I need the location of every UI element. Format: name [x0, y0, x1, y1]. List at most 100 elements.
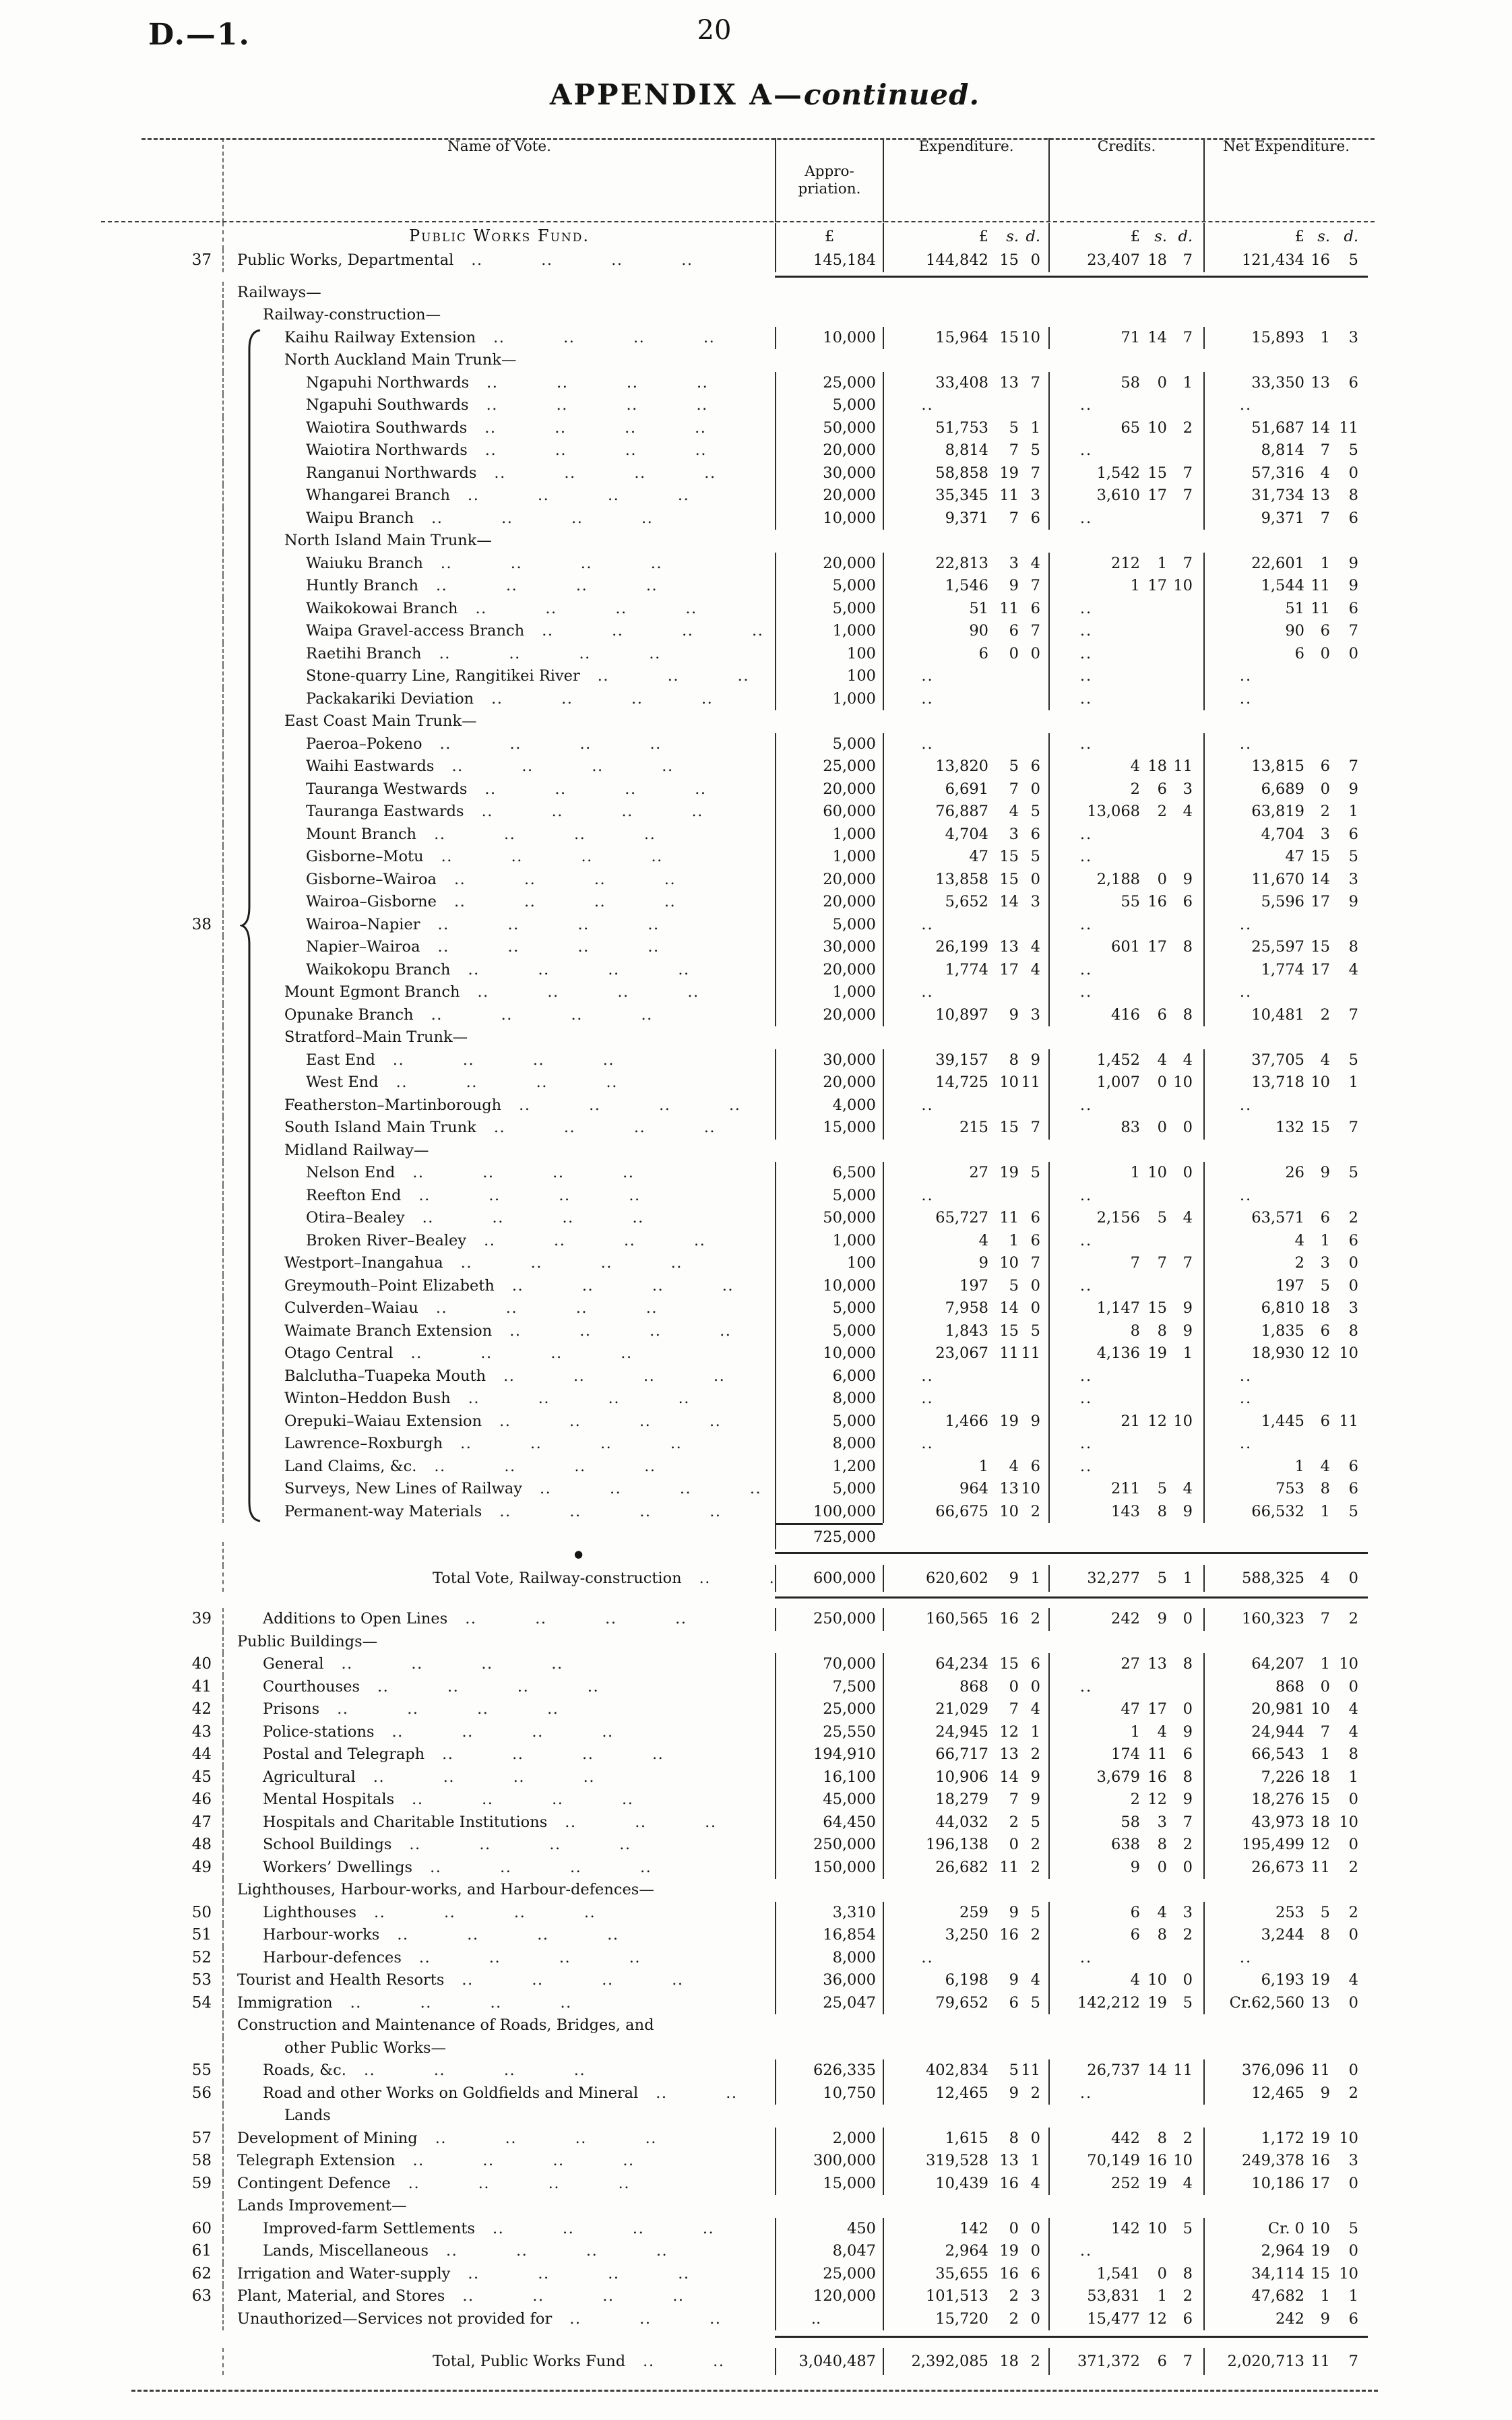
shillings: 14 [999, 1768, 1019, 1786]
vote-name: Postal and Telegraph [263, 1745, 425, 1763]
cell-appropriation: 20,000 [775, 485, 883, 507]
pounds: 1,452 [1096, 1051, 1140, 1069]
vote-name-cell: Surveys, New Lines of Railway .. .. .. .… [222, 1478, 775, 1501]
shillings: 12 [1311, 1836, 1330, 1853]
dot-leaders: .. .. .. .. [410, 1344, 633, 1362]
vote-name: Greymouth–Point Elizabeth [284, 1276, 495, 1295]
shillings: s. [1006, 228, 1019, 245]
pounds: .. [1239, 1435, 1253, 1452]
pence: 8 [1183, 1005, 1193, 1024]
dot-leaders: .. .. .. .. [499, 1502, 722, 1520]
shillings: 6 [1320, 1209, 1330, 1227]
cell-appropriation: 450 [775, 2217, 883, 2240]
vote-name-cell: Balclutha–Tuapeka Mouth .. .. .. .. [222, 1365, 775, 1388]
cell-credits: .. [1048, 1184, 1203, 1207]
header-net-expenditure: Net Expenditure. [1203, 138, 1368, 222]
table-row: 44 Postal and Telegraph .. .. .. .. 194,… [155, 1743, 1371, 1766]
shillings: 6 [1157, 1005, 1167, 1024]
pounds: 58 [1121, 373, 1140, 392]
cell-credits: .. [1048, 1365, 1203, 1388]
cell-credits: 32,277 5 1 [1048, 1565, 1203, 1592]
shillings: 2 [1320, 1005, 1330, 1024]
vote-name: Mount Branch [306, 825, 417, 843]
vote-name: Wairoa–Gisborne [306, 893, 437, 910]
cell-net-expenditure: .. [1203, 733, 1368, 755]
cell-credits: .. [1048, 1946, 1203, 1969]
shillings: 11 [999, 599, 1019, 617]
cell-expenditure: .. [883, 1433, 1048, 1456]
table-row: Waikokopu Branch .. .. .. .. 20,000 1,77… [155, 958, 1371, 981]
pounds: .. [1079, 1457, 1093, 1475]
pence: 7 [1183, 1254, 1193, 1272]
vote-name-cell: Total, Public Works Fund .. .. .. .. [222, 2348, 775, 2375]
table-row: Mount Branch .. .. .. .. 1,000 4,704 3 6 .… [155, 823, 1371, 846]
row-number: 41 [191, 1677, 212, 1696]
shillings: 15 [999, 1119, 1019, 1136]
shillings: 16 [999, 1926, 1019, 1944]
vote-name-cell: Orepuki–Waiau Extension .. .. .. .. [222, 1410, 775, 1433]
shillings: 10 [1147, 1971, 1167, 1989]
cell-credits: 252 19 4 [1048, 2172, 1203, 2195]
vote-name-cell: Total Vote, Railway-construction .. .. .… [222, 1565, 775, 1592]
cell-appropriation: 6,000 [775, 1365, 883, 1388]
row-number: 40 [191, 1655, 212, 1673]
dot-leaders: .. .. .. .. [431, 1005, 653, 1024]
table-row: Ngapuhi Northwards .. .. .. .. 25,000 33… [155, 371, 1371, 394]
pounds: 47 [1121, 1700, 1140, 1718]
cell-appropriation: 5,000 [775, 1320, 883, 1342]
pounds: 1 [1130, 577, 1140, 594]
shillings: 15 [999, 870, 1019, 888]
shillings: 17 [1311, 960, 1330, 979]
pounds: 4 [1130, 757, 1140, 775]
cell-net-expenditure: .. [1203, 394, 1368, 417]
shillings: 15 [1311, 2264, 1330, 2283]
vote-name-cell: Improved-farm Settlements .. .. .. .. [222, 2217, 775, 2240]
pounds: 1 [1294, 1457, 1304, 1475]
cell-net-expenditure: 8,814 7 5 [1203, 439, 1368, 462]
pence: 1 [1348, 803, 1358, 820]
pence: 2 [1348, 1858, 1358, 1876]
pence: 1 [1183, 373, 1193, 392]
header-appropriation: Appro- priation. [775, 138, 883, 222]
cell-expenditure: 18,279 7 9 [883, 1789, 1048, 1811]
vote-name-cell: Railways— [222, 281, 775, 304]
cell-appropriation: 1,000 [775, 823, 883, 846]
section-rule-row [155, 1592, 1371, 1603]
pence: 0 [1030, 251, 1040, 269]
pounds: 15,720 [935, 2309, 988, 2328]
pounds: 64,207 [1251, 1655, 1304, 1673]
vote-name-cell: Midland Railway— [222, 1139, 775, 1162]
pounds: 196,138 [925, 1836, 988, 1853]
vote-name: Reefton End [306, 1186, 402, 1204]
pounds: 416 [1111, 1005, 1140, 1024]
pence: 6 [1348, 1457, 1358, 1475]
cell-appropriation: 20,000 [775, 552, 883, 575]
shillings: 12 [1147, 1412, 1167, 1430]
shillings: 4 [1320, 1051, 1330, 1069]
shillings: 7 [1320, 1723, 1330, 1741]
dot-leaders: .. .. .. .. [494, 464, 716, 482]
pence: 2 [1348, 2084, 1358, 2102]
shillings: 10 [1311, 1700, 1330, 1718]
vote-name: Tourist and Health Resorts [237, 1971, 445, 1989]
dot-leaders: .. .. .. .. [484, 1231, 706, 1249]
pence: 7 [1348, 757, 1358, 775]
pounds: .. [921, 689, 934, 708]
pence: 0 [1348, 2242, 1358, 2260]
cell-expenditure: .. [883, 1184, 1048, 1207]
dot-leaders: .. .. .. .. [481, 803, 703, 820]
vote-name-cell: South Island Main Trunk .. .. .. .. [222, 1117, 775, 1140]
pounds: .. [1079, 1276, 1093, 1295]
pounds: 601 [1111, 938, 1140, 956]
pounds: .. [921, 1367, 934, 1385]
dot-leaders: .. .. .. .. [374, 1903, 596, 1921]
dot-leaders: .. .. .. .. [373, 1768, 595, 1786]
pounds: 26,682 [935, 1858, 988, 1876]
table-row: Packakariki Deviation .. .. .. .. 1,000 … [155, 687, 1371, 710]
pence: 4 [1030, 2174, 1040, 2192]
dot-leaders: .. .. .. .. [477, 983, 699, 1001]
pounds: 8 [1130, 1322, 1140, 1340]
pounds: 44,032 [935, 1813, 988, 1831]
shillings: 6 [1320, 1322, 1330, 1340]
vote-name-cell: Prisons .. .. .. .. [222, 1698, 775, 1721]
